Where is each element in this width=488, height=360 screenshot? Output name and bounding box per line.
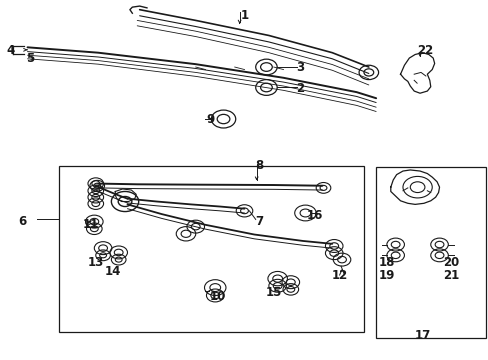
Text: 12: 12 bbox=[331, 269, 347, 282]
Text: 17: 17 bbox=[413, 329, 430, 342]
Text: 8: 8 bbox=[254, 159, 263, 172]
Text: 22: 22 bbox=[416, 44, 432, 57]
Text: 13: 13 bbox=[87, 256, 103, 269]
Text: 3: 3 bbox=[296, 60, 304, 73]
Text: 9: 9 bbox=[206, 113, 214, 126]
Text: 20: 20 bbox=[442, 256, 458, 269]
Text: 10: 10 bbox=[209, 290, 225, 303]
Text: 2: 2 bbox=[296, 82, 304, 95]
Text: 14: 14 bbox=[104, 265, 121, 278]
Text: 18: 18 bbox=[378, 256, 394, 269]
Text: 5: 5 bbox=[26, 51, 34, 64]
Text: 16: 16 bbox=[306, 210, 323, 222]
Text: 4: 4 bbox=[6, 44, 15, 57]
Text: 7: 7 bbox=[255, 215, 263, 228]
Text: 19: 19 bbox=[378, 269, 394, 282]
Text: 11: 11 bbox=[82, 218, 99, 231]
Text: 21: 21 bbox=[442, 269, 458, 282]
Text: 1: 1 bbox=[240, 9, 248, 22]
Bar bbox=[59, 166, 363, 332]
Bar bbox=[375, 167, 485, 338]
Text: 15: 15 bbox=[265, 287, 282, 300]
Text: 6: 6 bbox=[19, 215, 27, 228]
